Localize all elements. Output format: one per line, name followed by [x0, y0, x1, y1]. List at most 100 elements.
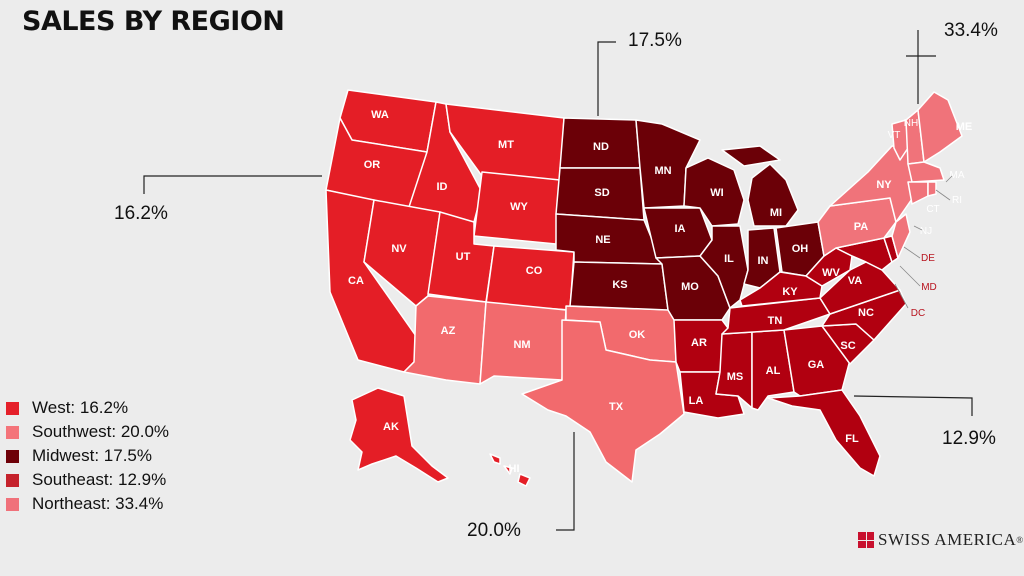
callout-line-southwest — [556, 432, 575, 531]
leader-de — [903, 246, 921, 259]
label-me: ME — [956, 121, 973, 133]
leader-md — [899, 265, 921, 287]
label-md: MD — [921, 282, 937, 293]
label-in: IN — [758, 255, 769, 267]
label-ne: NE — [595, 234, 610, 246]
label-wa: WA — [371, 109, 389, 121]
label-nv: NV — [391, 243, 407, 255]
label-hi: HI — [509, 463, 520, 475]
callout-northeast: 33.4% — [944, 20, 998, 41]
label-ga: GA — [808, 359, 825, 371]
legend-swatch-midwest — [6, 449, 19, 463]
state-wi — [683, 157, 745, 227]
label-ok: OK — [629, 329, 646, 341]
label-sd: SD — [594, 187, 609, 199]
label-nh: NH — [904, 118, 918, 129]
label-ia: IA — [675, 223, 686, 235]
callout-line-midwest — [597, 41, 616, 116]
label-ma: MA — [950, 170, 965, 181]
label-ri: RI — [952, 195, 962, 206]
label-ak: AK — [383, 421, 399, 433]
legend-swatch-west — [6, 401, 19, 415]
label-oh: OH — [792, 243, 809, 255]
state-ma — [907, 161, 945, 183]
label-ks: KS — [612, 279, 627, 291]
legend-swatch-southeast — [6, 473, 19, 487]
label-mi: MI — [770, 207, 782, 219]
state-tx — [521, 319, 685, 483]
label-ny: NY — [876, 179, 892, 191]
label-fl: FL — [845, 433, 859, 445]
label-nj: NJ — [920, 226, 932, 237]
logo-text: SWISS AMERICA — [878, 530, 1017, 549]
label-ca: CA — [348, 275, 364, 287]
leader-ma — [945, 175, 953, 183]
state-co — [485, 245, 575, 311]
label-nm: NM — [513, 339, 530, 351]
label-ct: CT — [926, 204, 939, 215]
label-mt: MT — [498, 139, 514, 151]
leader-dc — [894, 283, 909, 309]
legend-item-southwest: Southwest: 20.0% — [6, 420, 169, 444]
label-wy: WY — [510, 201, 528, 213]
state-ct — [907, 181, 929, 205]
leader-ri — [935, 189, 951, 201]
legend-item-west: West: 16.2% — [6, 396, 169, 420]
legend-label-northeast: Northeast: 33.4% — [32, 494, 164, 513]
label-sc: SC — [840, 340, 855, 352]
label-az: AZ — [441, 325, 456, 337]
state-ri — [927, 181, 937, 197]
label-tx: TX — [609, 401, 624, 413]
callout-line-west — [143, 175, 322, 194]
label-dc: DC — [911, 308, 925, 319]
callout-west: 16.2% — [114, 203, 168, 224]
label-ms: MS — [727, 371, 744, 383]
legend-item-midwest: Midwest: 17.5% — [6, 444, 169, 468]
state-nj — [891, 213, 911, 259]
label-ut: UT — [456, 251, 471, 263]
legend-item-southeast: Southeast: 12.9% — [6, 468, 169, 492]
label-ky: KY — [782, 286, 798, 298]
logo-mark-icon — [858, 532, 874, 548]
label-la: LA — [689, 395, 704, 407]
logo-trademark: ® — [1016, 535, 1024, 545]
legend-label-southwest: Southwest: 20.0% — [32, 422, 170, 441]
label-nc: NC — [858, 307, 874, 319]
label-mn: MN — [654, 165, 671, 177]
state-vt — [891, 119, 909, 161]
callout-midwest: 17.5% — [628, 30, 682, 51]
state-ak — [349, 387, 449, 483]
state-az — [403, 295, 487, 385]
label-wi: WI — [710, 187, 723, 199]
callout-line-southeast — [853, 395, 973, 416]
label-ar: AR — [691, 337, 707, 349]
legend-label-west: West: 16.2% — [32, 398, 129, 417]
state-mi — [721, 145, 799, 227]
label-wv: WV — [822, 267, 840, 279]
label-mo: MO — [681, 281, 699, 293]
legend: West: 16.2% Southwest: 20.0% Midwest: 17… — [6, 396, 169, 516]
state-hi — [489, 453, 531, 487]
callout-southwest: 20.0% — [467, 520, 521, 541]
page-title: SALES BY REGION — [22, 6, 285, 37]
legend-label-midwest: Midwest: 17.5% — [32, 446, 152, 465]
label-vt: VT — [888, 130, 901, 141]
label-al: AL — [766, 365, 781, 377]
label-or: OR — [364, 159, 381, 171]
label-nd: ND — [593, 141, 609, 153]
label-va: VA — [848, 275, 863, 287]
legend-swatch-northeast — [6, 497, 19, 511]
legend-label-southeast: Southeast: 12.9% — [32, 470, 167, 489]
leader-nj — [913, 225, 923, 231]
state-nm — [479, 301, 567, 385]
state-fl — [767, 389, 881, 477]
label-de: DE — [921, 253, 935, 264]
label-co: CO — [526, 265, 543, 277]
callout-southeast: 12.9% — [942, 428, 996, 449]
label-id: ID — [437, 181, 448, 193]
label-il: IL — [724, 253, 734, 265]
label-pa: PA — [854, 221, 869, 233]
legend-item-northeast: Northeast: 33.4% — [6, 492, 169, 516]
label-tn: TN — [768, 315, 783, 327]
